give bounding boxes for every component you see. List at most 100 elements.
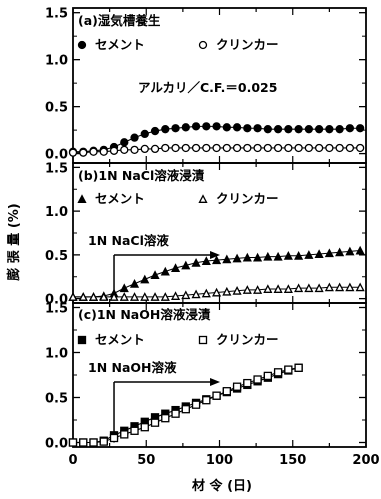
data-point: [314, 283, 324, 293]
data-point: [294, 363, 303, 372]
data-point: [119, 292, 129, 301]
data-point: [129, 292, 140, 301]
data-point: [294, 251, 304, 260]
data-point: [263, 125, 272, 134]
y-tick-label: 1.5: [45, 161, 68, 176]
data-point: [140, 423, 149, 432]
data-point: [99, 437, 108, 446]
y-tick-label: 1.5: [45, 7, 68, 22]
data-point: [160, 292, 170, 301]
data-point: [345, 246, 355, 256]
data-point: [263, 143, 272, 153]
x-tick-label: 200: [352, 453, 379, 468]
y-tick-label: 1.0: [45, 54, 68, 69]
y-tick-label: 1.0: [45, 347, 68, 362]
data-point: [243, 378, 252, 388]
data-point: [324, 248, 334, 258]
panel-annotation: 1N NaCl溶液: [88, 233, 169, 248]
data-point: [201, 256, 211, 265]
legend-marker: [77, 335, 87, 345]
data-point: [212, 391, 221, 400]
data-point: [171, 124, 180, 133]
legend-label: セメント: [95, 332, 145, 347]
data-point: [232, 253, 242, 263]
legend-label: セメント: [95, 37, 145, 52]
legend-marker: [77, 194, 87, 203]
data-point: [150, 270, 160, 279]
data-point: [222, 254, 232, 264]
data-point: [140, 274, 150, 284]
data-point: [191, 258, 201, 267]
data-point: [232, 143, 242, 153]
legend-label: クリンカー: [216, 332, 279, 347]
data-point: [150, 418, 160, 427]
data-point: [335, 282, 345, 292]
data-point: [161, 414, 170, 423]
data-point: [191, 143, 201, 153]
data-point: [294, 143, 303, 153]
legend-label: セメント: [95, 191, 145, 206]
data-point: [171, 409, 180, 418]
data-point: [273, 368, 283, 377]
data-point: [160, 266, 170, 276]
data-point: [273, 284, 283, 293]
data-point: [109, 146, 119, 155]
data-point: [273, 125, 283, 134]
y-tick-label: 0.5: [45, 101, 68, 116]
data-point: [181, 123, 190, 132]
data-point: [253, 285, 263, 294]
legend-label: クリンカー: [216, 37, 279, 52]
data-point: [232, 123, 242, 132]
panel-2-title: (b)1N NaCl溶液浸漬: [78, 168, 205, 183]
data-point: [120, 430, 129, 439]
data-point: [314, 125, 324, 134]
data-point: [222, 143, 231, 153]
y-tick-label: 0.0: [45, 148, 68, 163]
y-tick-label: 0.0: [45, 293, 68, 308]
data-point: [191, 122, 201, 131]
data-point: [355, 143, 365, 153]
data-point: [130, 426, 139, 435]
data-point: [283, 284, 293, 293]
data-point: [314, 143, 324, 153]
data-point: [89, 438, 98, 447]
data-point: [314, 249, 324, 258]
data-point: [140, 292, 150, 301]
data-point: [294, 283, 304, 293]
data-point: [273, 143, 283, 153]
data-point: [211, 255, 222, 265]
data-point: [202, 122, 211, 131]
data-point: [232, 286, 242, 295]
legend-label: クリンカー: [216, 191, 279, 206]
data-point: [119, 283, 129, 293]
data-point: [294, 125, 303, 134]
data-point: [222, 286, 232, 296]
data-point: [161, 143, 170, 153]
data-point: [253, 143, 262, 153]
data-point: [355, 124, 365, 133]
x-tick-label: 150: [279, 453, 306, 468]
data-point: [284, 143, 293, 153]
data-point: [181, 290, 191, 300]
data-point: [283, 251, 293, 260]
data-point: [345, 143, 355, 153]
data-point: [304, 250, 314, 259]
data-point: [222, 387, 231, 396]
data-point: [170, 263, 181, 272]
data-point: [191, 400, 201, 409]
y-tick-label: 0.5: [45, 249, 68, 264]
x-tick-label: 50: [137, 453, 155, 468]
data-point: [222, 123, 231, 132]
y-axis-label: 膨 張 量 (%): [6, 203, 22, 282]
data-point: [253, 252, 263, 262]
legend-marker: [198, 194, 208, 203]
data-point: [211, 287, 222, 297]
data-point: [263, 371, 272, 381]
data-point: [335, 125, 344, 134]
data-point: [304, 143, 314, 153]
data-point: [129, 279, 140, 288]
immersion-arrow-head: [210, 378, 221, 386]
data-point: [130, 145, 139, 154]
y-tick-label: 1.0: [45, 205, 68, 220]
data-point: [99, 292, 109, 301]
